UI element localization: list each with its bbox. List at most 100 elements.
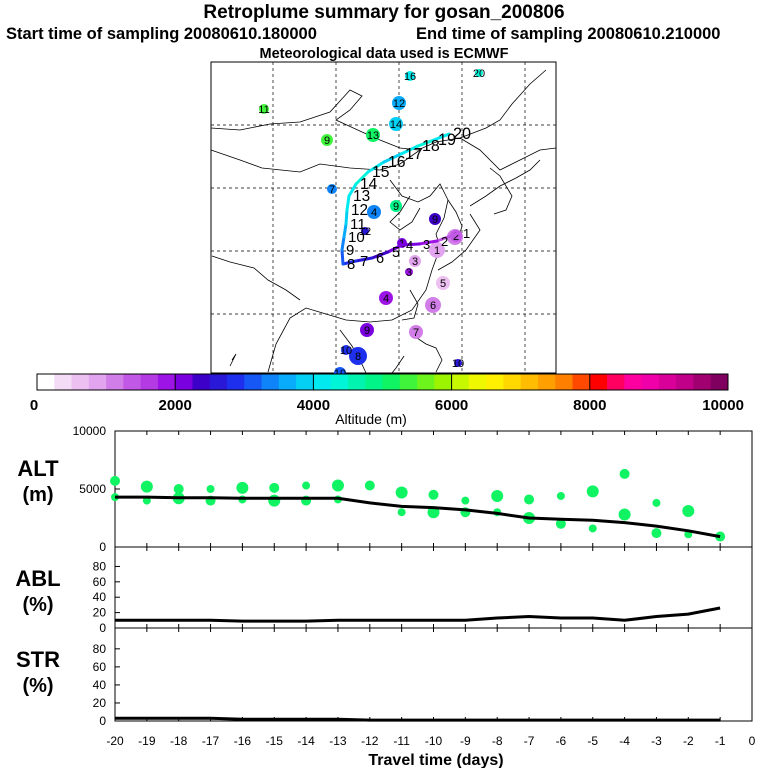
- y-tick-label: 60: [93, 660, 107, 674]
- alt-point: [428, 489, 439, 500]
- trajectory-day-label: 14: [360, 176, 378, 193]
- plume-day-label: 7: [329, 184, 335, 196]
- plume-circle: [436, 276, 450, 290]
- x-tick-label: -17: [202, 734, 220, 748]
- x-tick-label: -16: [234, 734, 252, 748]
- x-tick-label: -19: [138, 734, 156, 748]
- colorbar-tick-label: 2000: [159, 397, 192, 414]
- y-tick-label: 80: [93, 642, 107, 656]
- colorbar-tick-label: 6000: [435, 397, 468, 414]
- trajectory-segment: [345, 194, 351, 212]
- colorbar-segment: [658, 374, 677, 390]
- colorbar-segment: [572, 374, 591, 390]
- colorbar-segment: [157, 374, 176, 390]
- x-tick-label: -15: [266, 734, 284, 748]
- colorbar-segment: [330, 374, 349, 390]
- plume-day-label: 12: [393, 98, 405, 110]
- plume-day-label: 13: [367, 130, 379, 142]
- trajectory-day-label: 12: [351, 202, 368, 219]
- colorbar-segment: [417, 374, 435, 390]
- panel-ylabel: ALT: [17, 456, 59, 481]
- colorbar-segment: [365, 374, 383, 390]
- x-tick-label: -10: [425, 734, 443, 748]
- colorbar-segment: [140, 374, 159, 390]
- alt-point: [140, 480, 153, 493]
- plume-circle: [360, 323, 374, 337]
- alt-point: [555, 518, 566, 529]
- alt-point: [619, 468, 630, 479]
- alt-point: [491, 489, 504, 502]
- plume-circle: [392, 96, 406, 110]
- plume-circle: [361, 227, 369, 235]
- y-tick-label: 60: [93, 575, 107, 589]
- trajectory-segment: [400, 242, 421, 247]
- trajectory-segment: [354, 170, 370, 186]
- alt-point: [618, 508, 631, 521]
- trajectory-segment: [432, 132, 451, 142]
- str-line: [115, 716, 721, 722]
- colorbar-segment: [434, 374, 452, 390]
- trajectory-segment: [370, 250, 390, 260]
- plume-day-label: 12: [359, 226, 371, 238]
- panel-ylabel-unit: (m): [22, 484, 53, 506]
- x-tick-label: -13: [329, 734, 347, 748]
- plume-day-label: 2: [453, 231, 459, 243]
- trajectory-day-label: 5: [392, 245, 400, 261]
- plume-circle: [454, 359, 462, 367]
- plume-circle: [321, 134, 333, 146]
- trajectory-segment: [354, 256, 374, 263]
- colorbar-segment: [468, 374, 487, 390]
- colorbar-segment: [710, 374, 729, 390]
- plume-day-label: 7: [413, 327, 419, 339]
- trajectory-segment: [340, 248, 345, 266]
- colorbar-tick-label: 4000: [297, 397, 330, 414]
- x-tick-label: -14: [297, 734, 315, 748]
- colorbar-segment: [313, 374, 332, 390]
- plume-day-label: 8: [355, 351, 361, 363]
- colorbar: 0 2000 4000 6000 8000 10000: [30, 373, 744, 414]
- trajectory-segment: [347, 182, 358, 198]
- alt-point: [331, 479, 344, 492]
- alt-point: [269, 482, 280, 493]
- colorbar-segment: [641, 374, 660, 390]
- plume-day-label: 3: [412, 256, 418, 268]
- x-tick-label: -4: [619, 734, 630, 748]
- trajectory-day-label: 10: [348, 229, 365, 246]
- x-tick-label: -8: [492, 734, 503, 748]
- plume-circle: [327, 184, 337, 194]
- x-tick-label: -7: [524, 734, 535, 748]
- trajectory-day-label: 9: [346, 242, 354, 259]
- plume-day-label: 9: [324, 135, 330, 147]
- alt-point: [110, 475, 120, 486]
- plume-circle: [259, 104, 269, 114]
- time-series-panels: ALT(m)1000050000ABL(%)806040200STR(%)806…: [15, 424, 755, 768]
- plume-circle: [475, 69, 483, 77]
- colorbar-segment: [607, 374, 625, 390]
- alt-point: [302, 481, 311, 490]
- trajectory-segment: [341, 259, 358, 266]
- x-tick-label: -2: [683, 734, 694, 748]
- colorbar-segment: [71, 374, 90, 390]
- plume-circle: [429, 213, 441, 225]
- plume-day-label: 5: [440, 278, 446, 290]
- panel-ylabel-unit: (%): [22, 675, 53, 697]
- colorbar-tick-label: 8000: [573, 397, 606, 414]
- plume-day-label: 6: [430, 300, 436, 312]
- trajectory-day-label: 4: [406, 238, 413, 253]
- trajectory-segment: [382, 152, 403, 164]
- alt-point: [268, 494, 281, 507]
- colorbar-segment: [676, 374, 694, 390]
- plume-day-label: 9: [364, 325, 370, 337]
- trajectory-segment: [435, 231, 461, 243]
- alt-point: [651, 528, 662, 539]
- y-tick-label: 5000: [79, 482, 106, 496]
- colorbar-tick-label: 0: [30, 397, 38, 414]
- panel-alt: ALT (m) 10000 5000 0: [17, 424, 753, 554]
- plume-circle: [390, 200, 402, 212]
- colorbar-segment: [88, 374, 107, 390]
- colorbar-segment: [451, 374, 470, 390]
- alt-mean-line: [115, 495, 721, 539]
- x-tick-label: -3: [651, 734, 662, 748]
- trajectory-segment: [416, 138, 436, 148]
